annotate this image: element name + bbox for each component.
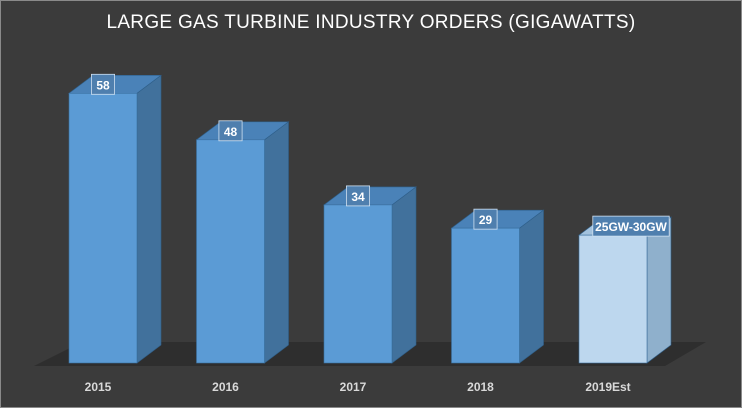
data-label: 48 — [224, 125, 238, 139]
data-label: 34 — [351, 190, 365, 204]
data-label-box — [218, 120, 243, 142]
chart-title: LARGE GAS TURBINE INDUSTRY ORDERS (GIGAW… — [106, 12, 636, 33]
x-tick-label: 2017 — [340, 380, 367, 394]
bar-2019Est — [578, 216, 672, 364]
data-label-box — [592, 215, 670, 237]
bar-2018 — [450, 209, 545, 364]
x-tick-label: 2016 — [212, 380, 239, 394]
bar-2016 — [195, 121, 290, 364]
data-label: 58 — [96, 78, 110, 92]
data-label-box — [473, 208, 498, 230]
x-tick-label: 2015 — [85, 380, 112, 394]
data-label-box — [345, 185, 370, 207]
data-label: 25GW-30GW — [595, 220, 667, 234]
x-tick-label: 2019Est — [585, 380, 630, 394]
data-label-box — [91, 73, 116, 95]
bar-2015 — [68, 74, 162, 364]
x-tick-label: 2018 — [467, 380, 494, 394]
bar-2017 — [323, 186, 417, 364]
data-label: 29 — [479, 213, 493, 227]
